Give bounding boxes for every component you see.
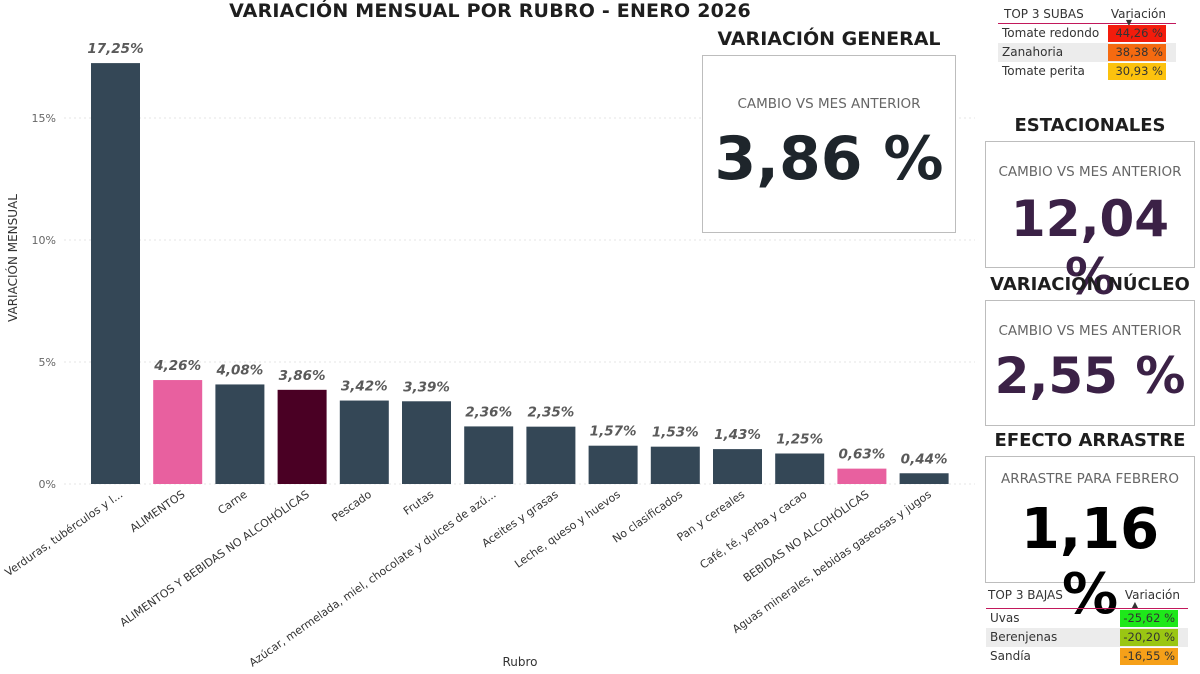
- data-label: 2,35%: [527, 405, 574, 421]
- x-axis-title: Rubro: [502, 655, 537, 669]
- general-label: CAMBIO VS MES ANTERIOR: [737, 96, 921, 112]
- x-tick-label: No clasificados: [610, 488, 685, 546]
- data-label: 0,63%: [838, 447, 885, 463]
- data-label: 4,26%: [153, 358, 201, 374]
- x-tick-label: Verduras, tubérculos y l...: [3, 488, 126, 579]
- bar[interactable]: [277, 389, 327, 484]
- top-bajas-row-name: Uvas: [990, 611, 1020, 625]
- top-bajas-row-name: Sandía: [990, 649, 1031, 663]
- bar[interactable]: [339, 400, 389, 484]
- data-label: 1,53%: [652, 425, 699, 441]
- nucleo-card: CAMBIO VS MES ANTERIOR 2,55 %: [985, 300, 1195, 426]
- top-bajas-header-name: TOP 3 BAJAS: [988, 588, 1063, 602]
- top-subas-row-name: Tomate perita: [1002, 64, 1085, 78]
- top-bajas-table: TOP 3 BAJAS Variación ▲ Uvas -25,62 % Bere…: [986, 585, 1188, 666]
- arrastre-card: ARRASTRE PARA FEBRERO 1,16 %: [985, 456, 1195, 627]
- data-label: 3,42%: [341, 379, 388, 395]
- estacionales-card: CAMBIO VS MES ANTERIOR 12,04 %: [985, 141, 1195, 306]
- estacionales-label: CAMBIO VS MES ANTERIOR: [998, 164, 1182, 180]
- top-bajas-row-value: -16,55 %: [1120, 648, 1178, 665]
- chart-title: VARIACIÓN MENSUAL POR RUBRO - ENERO 2026: [229, 0, 751, 22]
- bar[interactable]: [526, 426, 576, 484]
- arrastre-value: 1,16 %: [1020, 497, 1160, 627]
- bar[interactable]: [153, 380, 203, 484]
- general-card: CAMBIO VS MES ANTERIOR 3,86 %: [702, 55, 956, 233]
- top-bajas-row[interactable]: Uvas -25,62 %: [986, 609, 1188, 628]
- x-tick-label: Carne: [216, 488, 250, 517]
- y-tick-label: 5%: [39, 356, 56, 369]
- top-subas-table: TOP 3 SUBAS Variación ▼ Tomate redondo 44…: [998, 4, 1176, 81]
- data-label: 3,86%: [279, 368, 326, 384]
- bar-chart: 17,25% 4,26% 4,08% 3,86% 3,42% 3,39% 2,36% 2,35…: [3, 41, 975, 669]
- bar[interactable]: [402, 401, 451, 484]
- data-label: 2,36%: [465, 404, 512, 420]
- top-bajas-header: TOP 3 BAJAS Variación ▲: [986, 585, 1188, 609]
- arrastre-label: ARRASTRE PARA FEBRERO: [1000, 471, 1180, 487]
- top-bajas-header-value[interactable]: Variación: [1124, 588, 1180, 602]
- x-tick-label: Frutas: [401, 488, 436, 518]
- bar[interactable]: [91, 63, 140, 484]
- y-axis-title: VARIACIÓN MENSUAL: [5, 194, 20, 322]
- data-label: 1,57%: [590, 424, 637, 440]
- top-subas-row[interactable]: Tomate redondo 44,26 %: [998, 24, 1176, 43]
- top-subas-row-value: 30,93 %: [1108, 63, 1166, 80]
- data-label: 4,08%: [215, 362, 263, 378]
- general-title: VARIACIÓN GENERAL: [717, 28, 941, 50]
- estacionales-value: 12,04 %: [1010, 190, 1170, 306]
- bar[interactable]: [588, 445, 638, 484]
- top-subas-row-value: 44,26 %: [1108, 25, 1166, 42]
- top-subas-header-value[interactable]: Variación: [1110, 7, 1166, 21]
- arrastre-title: EFECTO ARRASTRE: [994, 430, 1186, 451]
- top-bajas-row[interactable]: Sandía -16,55 %: [986, 647, 1188, 666]
- bar[interactable]: [899, 473, 949, 484]
- bar[interactable]: [713, 449, 762, 484]
- data-label: 3,39%: [403, 379, 450, 395]
- sort-descending-icon[interactable]: ▼: [1125, 18, 1132, 27]
- x-tick-label: ALIMENTOS: [128, 488, 188, 535]
- data-label: 17,25%: [87, 41, 143, 57]
- top-bajas-row-value: -20,20 %: [1120, 629, 1178, 646]
- general-value: 3,86 %: [714, 124, 944, 194]
- bar[interactable]: [837, 468, 887, 484]
- x-tick-label: Café, té, yerba y cacao: [698, 488, 810, 572]
- nucleo-label: CAMBIO VS MES ANTERIOR: [998, 323, 1182, 339]
- y-tick-label: 15%: [32, 112, 56, 125]
- top-bajas-row[interactable]: Berenjenas -20,20 %: [986, 628, 1188, 647]
- x-tick-label: Leche, queso y huevos: [512, 488, 623, 571]
- top-subas-header: TOP 3 SUBAS Variación ▼: [998, 4, 1176, 27]
- sort-ascending-icon[interactable]: ▲: [1131, 600, 1138, 609]
- top-subas-row[interactable]: Tomate perita 30,93 %: [998, 62, 1176, 81]
- data-label: 1,25%: [776, 432, 823, 448]
- data-label: 0,44%: [901, 451, 948, 467]
- data-label: 1,43%: [714, 427, 761, 443]
- top-subas-row[interactable]: Zanahoria 38,38 %: [998, 43, 1176, 62]
- top-subas-row-name: Zanahoria: [1002, 45, 1064, 59]
- bar[interactable]: [650, 446, 700, 484]
- bar[interactable]: [775, 453, 825, 485]
- bar[interactable]: [464, 426, 514, 484]
- top-subas-header-name: TOP 3 SUBAS: [1004, 7, 1084, 21]
- top-bajas-row-name: Berenjenas: [990, 630, 1058, 644]
- x-tick-label: Pescado: [329, 488, 374, 525]
- bar[interactable]: [215, 384, 265, 484]
- y-tick-label: 10%: [32, 234, 56, 247]
- estacionales-title: ESTACIONALES: [1014, 115, 1166, 136]
- nucleo-value: 2,55 %: [994, 347, 1186, 405]
- top-subas-row-value: 38,38 %: [1108, 44, 1166, 61]
- top-subas-row-name: Tomate redondo: [1002, 26, 1100, 40]
- x-tick-label: ALIMENTOS Y BEBIDAS NO ALCOHÓLICAS: [118, 488, 312, 629]
- x-tick-label: BEBIDAS NO ALCOHÓLICAS: [741, 488, 872, 585]
- nucleo-title: VARIACIÓN NÚCLEO: [990, 274, 1190, 295]
- top-bajas-row-value: -25,62 %: [1120, 610, 1178, 627]
- y-tick-label: 0%: [39, 478, 56, 491]
